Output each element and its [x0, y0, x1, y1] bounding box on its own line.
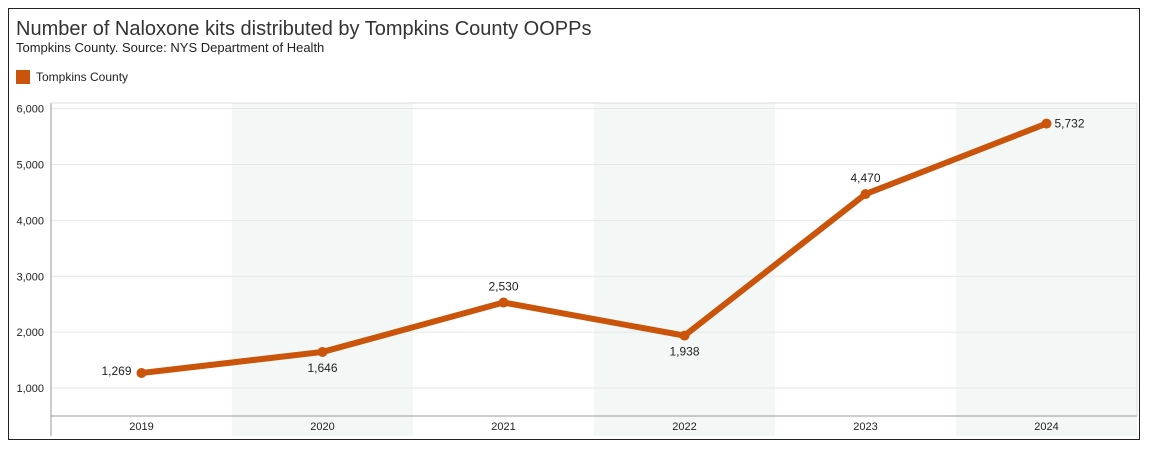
data-point [1041, 118, 1052, 129]
legend-swatch [16, 70, 30, 84]
data-point [498, 297, 509, 308]
x-tick-label: 2022 [672, 421, 696, 433]
data-point [679, 330, 690, 341]
x-tick-label: 2023 [853, 421, 877, 433]
chart-title: Number of Naloxone kits distributed by T… [16, 18, 592, 40]
chart-subtitle: Tompkins County. Source: NYS Department … [16, 40, 325, 55]
y-tick-label: 2,000 [16, 327, 44, 339]
y-tick-label: 1,000 [16, 383, 44, 395]
column-band [956, 103, 1137, 436]
chart-legend[interactable]: Tompkins County [16, 70, 128, 84]
x-tick-label: 2019 [129, 421, 153, 433]
data-label: 5,732 [1055, 117, 1085, 131]
data-label: 4,470 [850, 171, 880, 185]
data-label: 1,269 [101, 364, 131, 378]
y-tick-label: 5,000 [16, 159, 44, 171]
series-line [138, 120, 1050, 377]
data-label: 1,646 [307, 361, 337, 375]
y-tick-label: 4,000 [16, 215, 44, 227]
y-tick-label: 3,000 [16, 271, 44, 283]
x-tick-label: 2024 [1034, 421, 1058, 433]
legend-label: Tompkins County [36, 70, 129, 84]
data-point [860, 189, 871, 200]
x-tick-label: 2020 [310, 421, 334, 433]
y-tick-label: 6,000 [16, 104, 44, 116]
data-point [136, 368, 147, 379]
data-label: 1,938 [669, 345, 699, 359]
x-tick-label: 2021 [491, 421, 515, 433]
data-point [317, 346, 328, 357]
data-label: 2,530 [488, 280, 518, 294]
column-band [232, 103, 413, 436]
column-band [594, 103, 775, 436]
